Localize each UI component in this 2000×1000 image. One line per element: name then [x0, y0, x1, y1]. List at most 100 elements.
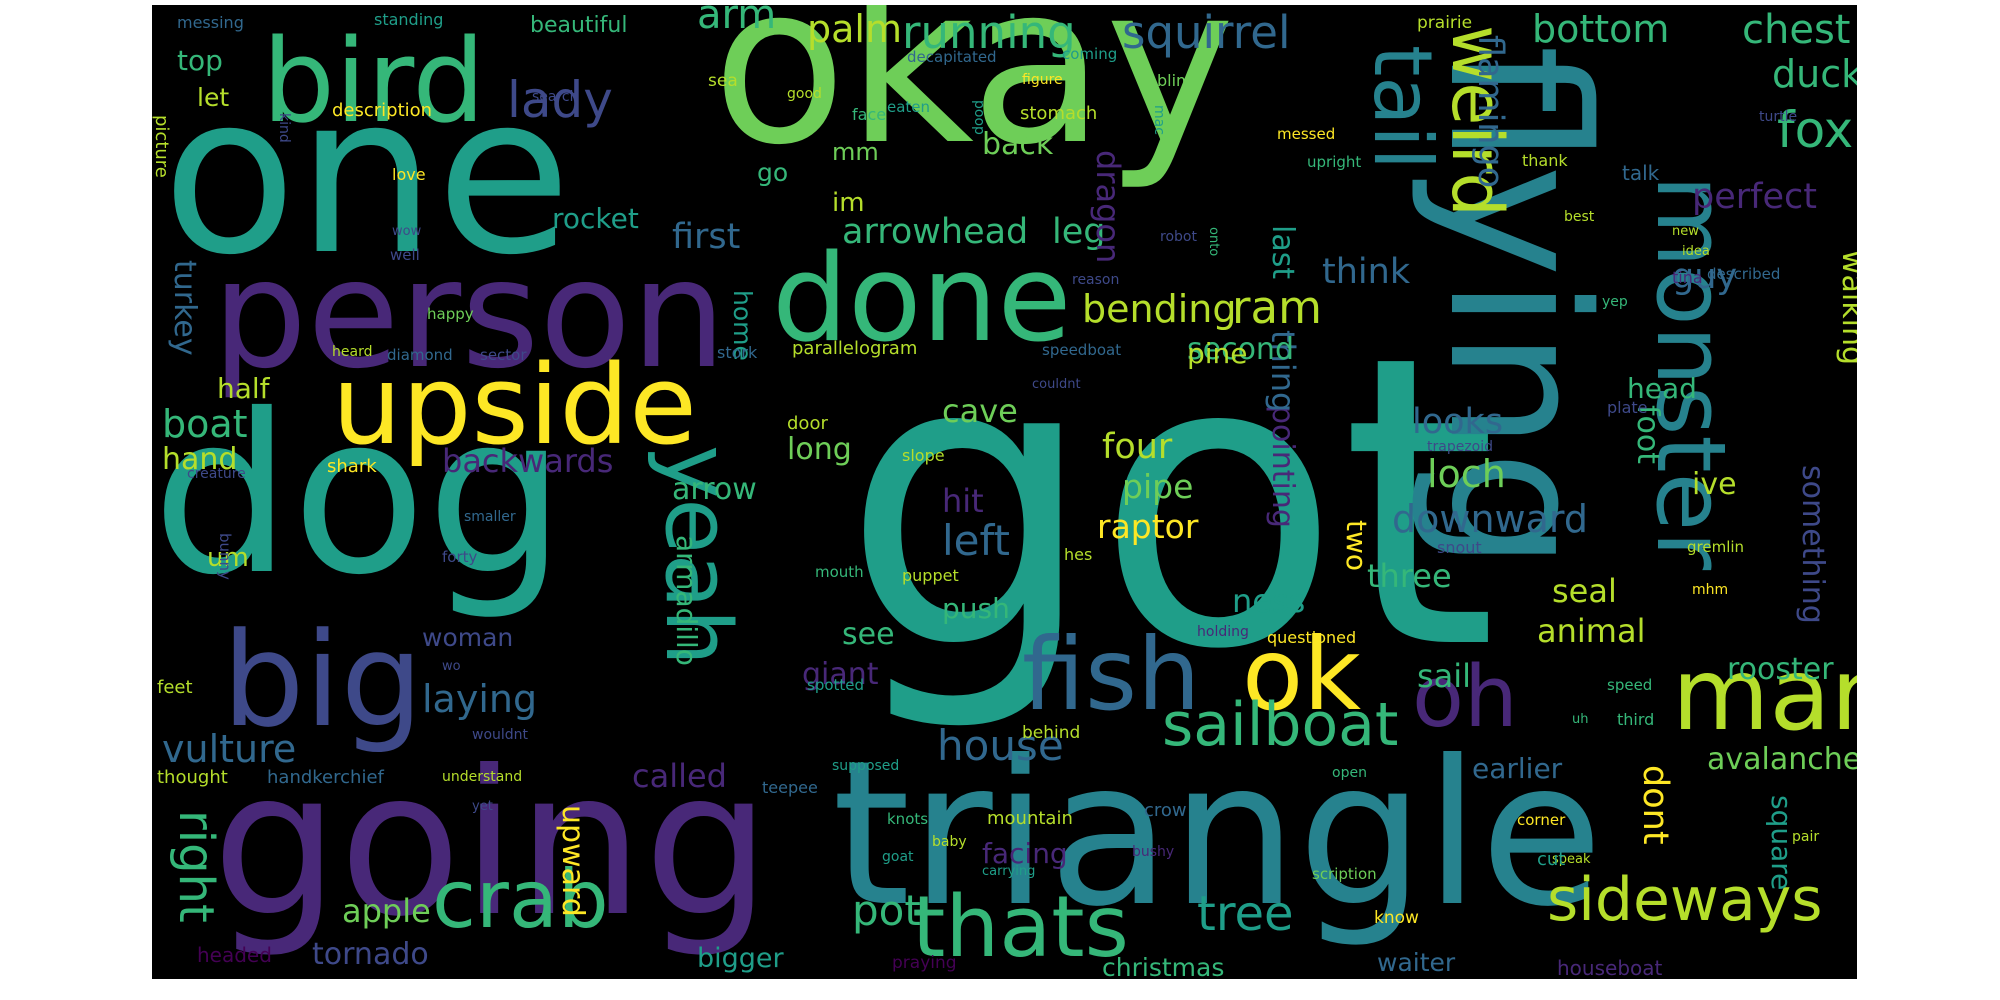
word-puppet: puppet: [902, 566, 959, 585]
word-flying: flying: [1407, 45, 1628, 571]
word-palm: palm: [807, 7, 902, 51]
word-something: something: [1795, 465, 1830, 624]
word-spotted: spotted: [807, 676, 865, 694]
word-waiter: waiter: [1377, 948, 1456, 977]
word-behind: behind: [1022, 723, 1081, 743]
word-goat: goat: [882, 849, 914, 865]
word-hes: hes: [1064, 545, 1093, 564]
word-picture: picture: [152, 115, 172, 178]
word-tree: tree: [1197, 886, 1294, 942]
word-pair: pair: [1792, 829, 1820, 845]
word-messed: messed: [1277, 125, 1336, 143]
word-yep: yep: [1602, 294, 1628, 310]
word-uh: uh: [1572, 712, 1589, 727]
word-bending: bending: [1082, 287, 1237, 331]
word-yet: yet: [472, 799, 493, 814]
word-oh: oh: [1412, 648, 1518, 747]
word-tina: tina: [1672, 268, 1703, 287]
word-sideways: sideways: [1547, 865, 1823, 935]
word-crab: crab: [432, 853, 609, 946]
word-door: door: [787, 413, 828, 434]
word-facing: facing: [982, 837, 1068, 870]
word-plate: plate: [1607, 398, 1648, 417]
word-man: man: [1672, 636, 1857, 753]
word-triangle: triangle: [832, 718, 1604, 951]
word-cloud: got okay one dog going triangle person flying up…: [152, 5, 1857, 979]
word-hand: hand: [162, 442, 238, 477]
word-ram: ram: [1232, 281, 1322, 334]
word-big: big: [222, 604, 424, 756]
word-knots: knots: [887, 810, 929, 828]
word-two: two: [1340, 520, 1373, 572]
word-speedboat: speedboat: [1042, 341, 1122, 359]
word-head: head: [1627, 372, 1697, 405]
word-apple: apple: [342, 892, 431, 930]
word-slope: slope: [902, 446, 945, 465]
word-walking: walking: [1835, 250, 1857, 366]
word-fish: fish: [1022, 616, 1201, 733]
word-im: im: [832, 188, 865, 218]
word-creature: creature: [187, 466, 246, 482]
word-earlier: earlier: [1472, 752, 1563, 785]
word-thank: thank: [1522, 151, 1568, 170]
word-person: person: [212, 228, 727, 402]
word-questioned: questioned: [1267, 628, 1357, 647]
word-bottom: bottom: [1532, 7, 1670, 51]
word-bushy: bushy: [1132, 844, 1175, 860]
word-seal: seal: [1552, 572, 1617, 610]
word-sea: sea: [708, 71, 738, 91]
word-upward: upward: [555, 805, 590, 917]
word-wo: wo: [442, 659, 461, 674]
word-messing: messing: [177, 13, 244, 32]
word-supposed: supposed: [832, 758, 900, 774]
word-corner: corner: [1517, 811, 1566, 829]
word-standing: standing: [374, 10, 444, 29]
word-idea: idea: [1682, 244, 1710, 259]
word-stork: stork: [717, 343, 758, 362]
word-turkey: turkey: [167, 260, 202, 356]
word-pot: pot: [852, 886, 921, 935]
word-onto: onto: [1206, 227, 1221, 257]
word-mac: mac: [1151, 105, 1167, 135]
word-mountain: mountain: [987, 808, 1073, 829]
word-square: square: [1765, 795, 1798, 891]
word-downward: downward: [1392, 497, 1588, 541]
word-tornado: tornado: [312, 937, 429, 972]
word-smaller: smaller: [464, 509, 516, 525]
word-pointing: pointing: [1265, 405, 1300, 528]
word-running: running: [902, 6, 1076, 59]
word-happy: happy: [427, 305, 474, 323]
word-crow: crow: [1144, 800, 1187, 821]
word-mouth: mouth: [815, 563, 864, 581]
word-push: push: [942, 592, 1010, 625]
word-love: love: [392, 165, 426, 184]
word-um: um: [207, 543, 249, 573]
word-teepee: teepee: [762, 778, 818, 797]
word-speak: speak: [1552, 852, 1591, 867]
word-wouldnt: wouldnt: [472, 727, 529, 743]
word-bigger: bigger: [697, 943, 784, 974]
word-got: got: [842, 272, 1498, 737]
word-christmas: christmas: [1102, 953, 1225, 979]
word-described: described: [1707, 265, 1781, 283]
word-parallelogram: parallelogram: [792, 338, 918, 359]
word-thats: thats: [912, 878, 1129, 977]
word-okay: okay: [712, 5, 1236, 193]
word-baby: baby: [932, 834, 967, 850]
word-go: go: [757, 158, 789, 187]
word-arrow: arrow: [672, 472, 757, 507]
word-new: new: [1672, 224, 1699, 239]
word-called: called: [632, 757, 727, 795]
word-rooster: rooster: [1727, 652, 1834, 687]
word-half: half: [217, 372, 270, 405]
word-duck: duck: [1772, 52, 1857, 96]
word-kind: kind: [276, 113, 292, 143]
word-rocket: rocket: [552, 202, 639, 235]
word-cave: cave: [942, 392, 1018, 430]
word-arm: arm: [697, 5, 777, 38]
word-sailboat: sailboat: [1162, 690, 1399, 760]
word-feet: feet: [157, 677, 193, 698]
word-last: last: [1265, 225, 1300, 280]
word-lady: lady: [507, 71, 613, 129]
word-long: long: [787, 432, 852, 467]
